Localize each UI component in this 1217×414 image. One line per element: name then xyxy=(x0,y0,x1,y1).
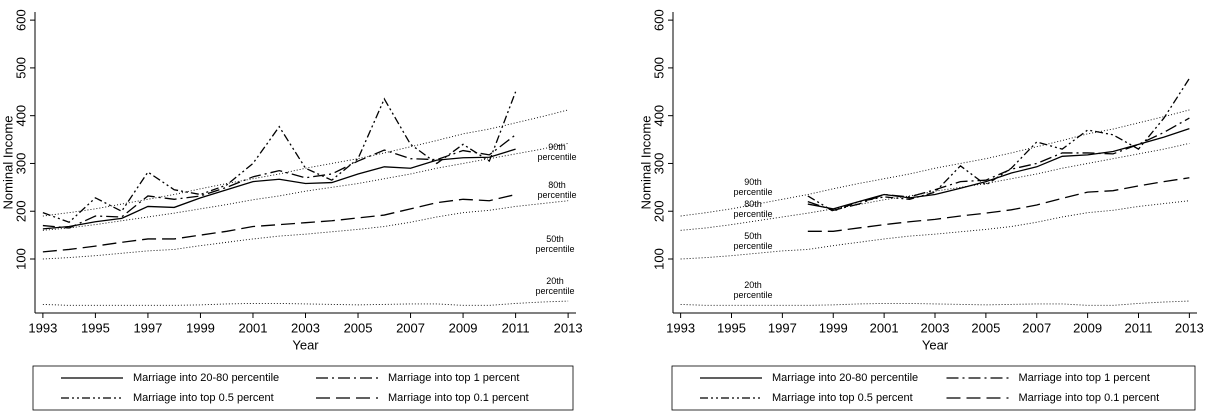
series-line xyxy=(42,134,516,229)
x-axis-title: Year xyxy=(292,337,319,352)
series-line xyxy=(807,177,1190,232)
percentile-label-line: percentile xyxy=(733,241,772,251)
series-line xyxy=(807,127,1190,210)
percentile-label-line: 90th xyxy=(548,142,566,152)
y-axis-title: Nominal Income xyxy=(638,116,653,210)
percentile-line xyxy=(42,300,569,306)
percentile-line xyxy=(42,109,569,217)
percentile-label-line: 80th xyxy=(744,199,762,209)
series-line xyxy=(807,78,1190,212)
legend-label: Marriage into top 0.1 percent xyxy=(388,392,529,404)
percentile-label-line: 20th xyxy=(546,276,564,286)
percentile-label: 90th percentile xyxy=(537,142,576,162)
y-tick-label: 200 xyxy=(651,200,666,222)
x-tick-label: 1999 xyxy=(186,320,215,335)
y-tick-label: 600 xyxy=(13,9,28,31)
x-tick-label: 1999 xyxy=(819,320,848,335)
percentile-label-line: percentile xyxy=(733,290,772,300)
x-tick-label: 2003 xyxy=(921,320,950,335)
percentile-label-line: 90th xyxy=(744,177,762,187)
percentile-line xyxy=(42,200,569,260)
x-tick-label: 2013 xyxy=(1175,320,1204,335)
percentile-label: 20th percentile xyxy=(733,280,772,300)
series-line xyxy=(42,193,516,253)
x-tick-label: 2001 xyxy=(239,320,268,335)
percentile-label-line: percentile xyxy=(535,244,574,254)
x-tick-label: 1995 xyxy=(81,320,110,335)
percentile-label: 50th percentile xyxy=(535,234,574,254)
y-tick-label: 600 xyxy=(651,9,666,31)
percentile-line xyxy=(680,142,1190,231)
x-tick-label: 2003 xyxy=(291,320,320,335)
chart: 100 200 300 400 500 600 1993 1995 1997 1999 2001 20… xyxy=(0,9,583,411)
legend-label: Marriage into top 0.1 percent xyxy=(1019,392,1160,404)
x-tick-label: 2007 xyxy=(1022,320,1051,335)
percentile-label-line: percentile xyxy=(733,209,772,219)
legend-label: Marriage into top 0.5 percent xyxy=(133,392,274,404)
y-tick-label: 100 xyxy=(651,248,666,270)
x-tick-label: 2009 xyxy=(1073,320,1102,335)
x-tick-label: 2009 xyxy=(449,320,478,335)
y-tick-label: 300 xyxy=(13,153,28,175)
percentile-label-line: 80th xyxy=(548,180,566,190)
percentile-label-line: 20th xyxy=(744,280,762,290)
percentile-line xyxy=(42,142,569,231)
legend-label: Marriage into top 0.5 percent xyxy=(772,392,913,404)
x-tick-label: 1993 xyxy=(28,320,57,335)
x-tick-label: 2007 xyxy=(396,320,425,335)
percentile-label-line: percentile xyxy=(535,286,574,296)
x-tick-label: 1995 xyxy=(717,320,746,335)
y-axis-title: Nominal Income xyxy=(0,116,15,210)
legend-box xyxy=(671,365,1196,411)
percentile-label: 20th percentile xyxy=(535,276,574,296)
legend-label: Marriage into 20-80 percentile xyxy=(772,372,918,384)
y-tick-label: 500 xyxy=(13,57,28,79)
percentile-label: 90th percentile xyxy=(733,177,772,197)
percentile-label: 80th percentile xyxy=(537,180,576,200)
percentile-label-line: percentile xyxy=(733,187,772,197)
legend-label: Marriage into top 1 percent xyxy=(1019,372,1150,384)
series-line xyxy=(42,91,517,223)
y-tick-label: 400 xyxy=(13,105,28,127)
series-line xyxy=(807,117,1190,211)
legend-box xyxy=(32,365,574,411)
y-tick-label: 200 xyxy=(13,200,28,222)
percentile-label-line: percentile xyxy=(537,152,576,162)
y-tick-label: 500 xyxy=(651,57,666,79)
percentile-label-line: 50th xyxy=(744,231,762,241)
x-tick-label: 1993 xyxy=(666,320,695,335)
x-tick-label: 2005 xyxy=(971,320,1000,335)
x-tick-label: 2013 xyxy=(554,320,583,335)
percentile-line xyxy=(680,300,1190,306)
x-axis-title: Year xyxy=(922,337,949,352)
y-tick-label: 300 xyxy=(651,153,666,175)
x-tick-label: 2001 xyxy=(870,320,899,335)
percentile-label-line: percentile xyxy=(537,190,576,200)
x-tick-label: 1997 xyxy=(768,320,797,335)
legend-label: Marriage into 20-80 percentile xyxy=(133,372,279,384)
percentile-line xyxy=(680,109,1190,217)
y-tick-label: 100 xyxy=(13,248,28,270)
percentile-label-line: 50th xyxy=(546,234,564,244)
x-tick-label: 2011 xyxy=(1125,320,1153,335)
series-line xyxy=(42,148,516,230)
y-tick-label: 400 xyxy=(651,105,666,127)
percentile-line xyxy=(680,200,1190,260)
percentile-label: 50th percentile xyxy=(733,231,772,251)
x-tick-label: 1997 xyxy=(133,320,162,335)
legend-label: Marriage into top 1 percent xyxy=(388,372,519,384)
chart: 100 200 300 400 500 600 1993 1995 1997 1999 2001 20… xyxy=(638,9,1204,411)
x-tick-label: 2005 xyxy=(344,320,373,335)
percentile-label: 80th percentile xyxy=(733,199,772,219)
x-tick-label: 2011 xyxy=(502,320,530,335)
